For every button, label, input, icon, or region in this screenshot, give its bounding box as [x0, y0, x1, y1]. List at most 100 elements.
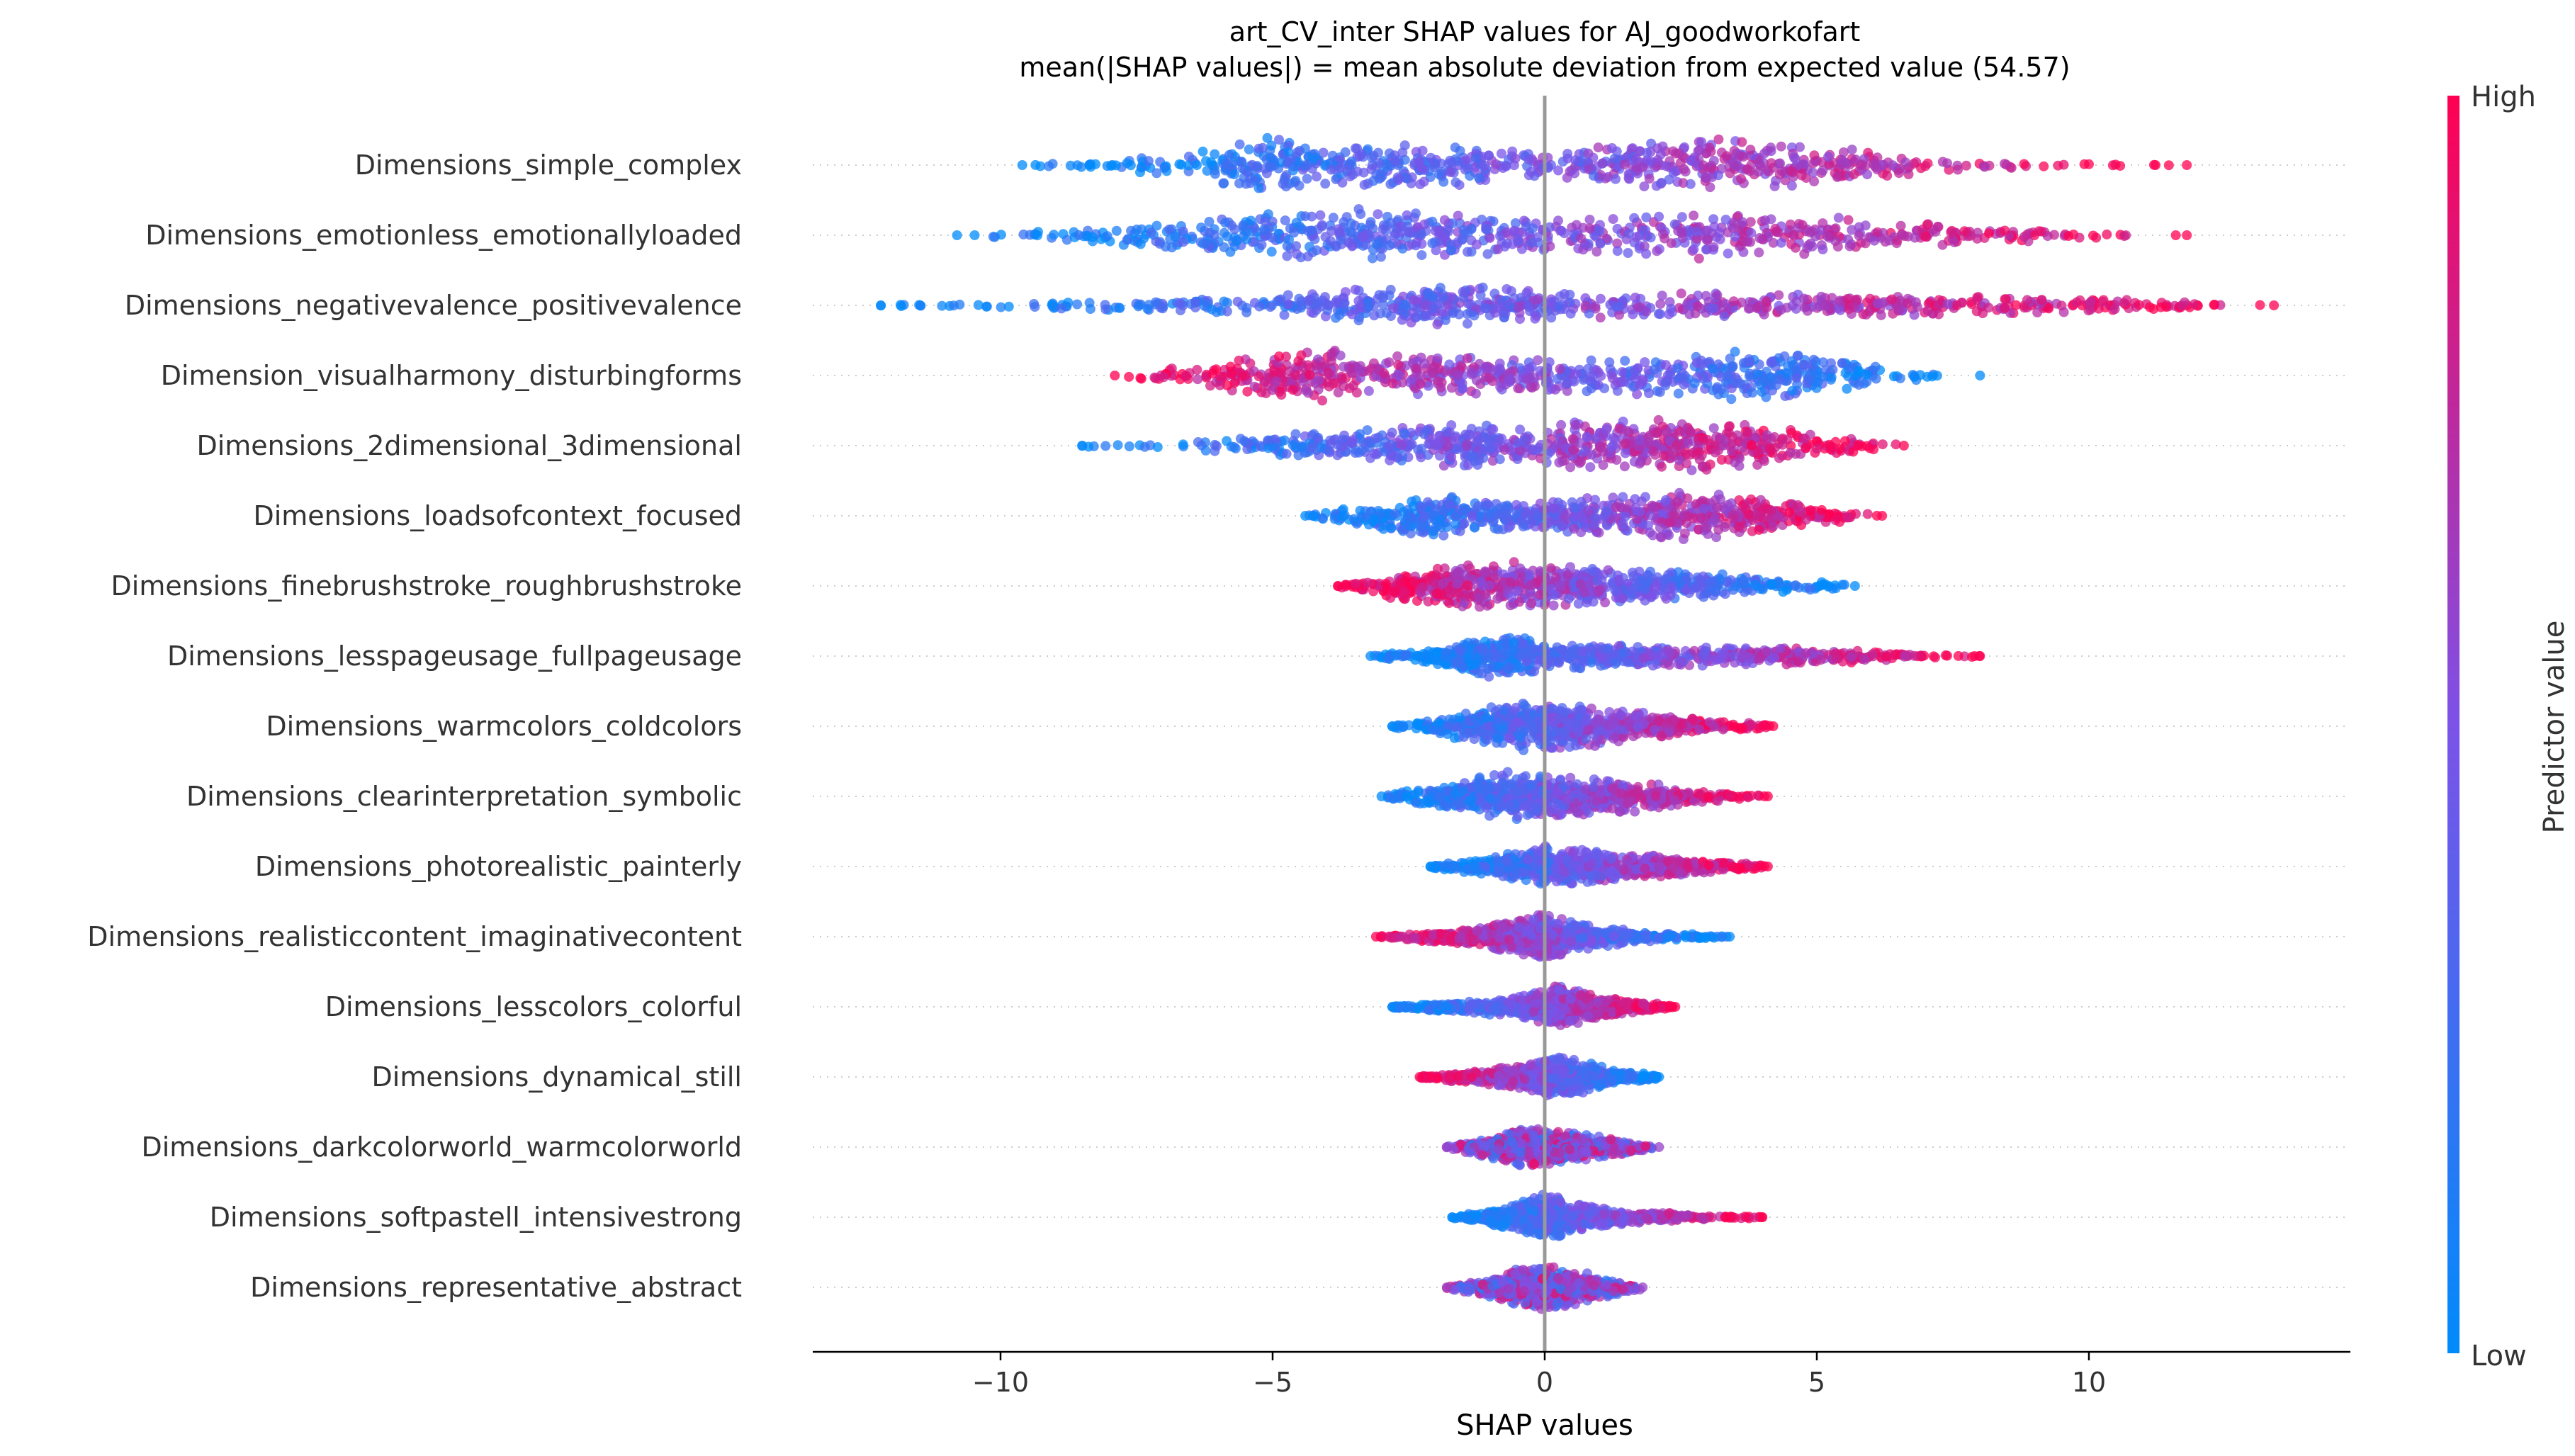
- swarm-point: [1334, 227, 1345, 237]
- swarm-point: [2134, 300, 2144, 310]
- feature-label: Dimensions_loadsofcontext_focused: [253, 500, 742, 531]
- swarm-point: [1377, 224, 1388, 235]
- swarm-point: [1796, 170, 1807, 181]
- swarm-point: [1237, 371, 1248, 381]
- swarm-point: [1808, 167, 1818, 178]
- swarm-point: [1379, 368, 1390, 378]
- swarm-point: [1455, 146, 1465, 156]
- swarm-point: [1110, 371, 1120, 380]
- swarm-point: [1661, 360, 1671, 371]
- swarm-point: [1755, 161, 1766, 171]
- swarm-point: [1376, 252, 1386, 262]
- swarm-point: [2255, 300, 2265, 310]
- swarm-point: [1589, 519, 1600, 530]
- swarm-point: [1453, 370, 1464, 380]
- swarm-point: [1348, 380, 1358, 391]
- swarm-point: [1399, 429, 1410, 439]
- swarm-point: [1679, 528, 1690, 538]
- swarm-point: [1426, 152, 1436, 163]
- swarm-point: [1193, 374, 1203, 385]
- swarm-point: [1395, 221, 1406, 232]
- swarm-point: [1902, 298, 1912, 308]
- swarm-point: [1641, 249, 1652, 259]
- swarm-point: [1526, 167, 1536, 177]
- feature-label: Dimensions_realisticcontent_imaginativec…: [87, 921, 742, 952]
- swarm-point: [1895, 373, 1905, 383]
- swarm-point: [1356, 209, 1366, 220]
- swarm-point: [1463, 247, 1473, 257]
- swarm-point: [1318, 147, 1329, 158]
- swarm-point: [1597, 158, 1608, 169]
- swarm-point: [1984, 228, 1994, 239]
- swarm-point: [1613, 301, 1623, 312]
- swarm-point: [1390, 156, 1401, 167]
- swarm-point: [1404, 227, 1414, 237]
- swarm-point: [1215, 380, 1225, 390]
- swarm-point: [1725, 168, 1735, 179]
- swarm-point: [1559, 289, 1570, 299]
- swarm-point: [1556, 581, 1567, 592]
- swarm-point: [1450, 177, 1461, 188]
- swarm-point: [1665, 589, 1676, 600]
- swarm-point: [1799, 249, 1810, 259]
- swarm-point: [1492, 594, 1503, 604]
- swarm-point: [1775, 158, 1785, 169]
- swarm-point: [1723, 303, 1733, 313]
- swarm-point: [1644, 388, 1654, 398]
- swarm-point: [1526, 580, 1536, 590]
- swarm-point: [1799, 359, 1810, 370]
- swarm-point: [2000, 225, 2010, 236]
- swarm-point: [1509, 160, 1519, 171]
- swarm-point: [1652, 154, 1663, 165]
- swarm-point: [1684, 309, 1695, 320]
- swarm-point: [2000, 159, 2010, 169]
- swarm-point: [2209, 300, 2219, 310]
- swarm-point: [1515, 563, 1526, 574]
- swarm-point: [1788, 230, 1798, 240]
- swarm-point: [2074, 232, 2085, 243]
- swarm-point: [1324, 381, 1334, 392]
- swarm-point: [1385, 455, 1395, 465]
- swarm-point: [1673, 388, 1684, 399]
- swarm-point: [1743, 509, 1754, 519]
- swarm-point: [1100, 300, 1110, 310]
- swarm-point: [1402, 174, 1413, 184]
- swarm-point: [1074, 230, 1084, 240]
- swarm-point: [1803, 373, 1814, 384]
- swarm-point: [1582, 157, 1592, 167]
- swarm-point: [1553, 165, 1564, 176]
- swarm-point: [1555, 363, 1565, 374]
- swarm-point: [1135, 167, 1145, 178]
- swarm-point: [1554, 301, 1565, 311]
- swarm-point: [1694, 253, 1704, 264]
- swarm-point: [1766, 142, 1776, 153]
- swarm-point: [1983, 303, 1994, 313]
- swarm-point: [1253, 371, 1264, 382]
- swarm-point: [1412, 237, 1422, 248]
- swarm-point: [1438, 578, 1448, 589]
- feature-rows: Dimensions_simple_complexDimensions_emot…: [87, 149, 2350, 1303]
- swarm-point: [1679, 379, 1689, 390]
- swarm-point: [1585, 462, 1596, 473]
- swarm-point: [1822, 231, 1832, 242]
- swarm-point: [1556, 419, 1567, 430]
- swarm-point: [1787, 385, 1798, 396]
- swarm-point: [1763, 167, 1774, 177]
- swarm-point: [1207, 304, 1217, 315]
- swarm-point: [1900, 157, 1911, 168]
- swarm-point: [1722, 371, 1732, 382]
- swarm-point: [1152, 442, 1163, 452]
- swarm-point: [1754, 233, 1765, 243]
- swarm-point: [1373, 209, 1383, 220]
- swarm-point: [1494, 454, 1505, 465]
- swarm-point: [1474, 173, 1484, 184]
- swarm-point: [1416, 502, 1426, 512]
- swarm-point: [1980, 162, 1990, 172]
- swarm-point: [1335, 163, 1346, 174]
- swarm-point: [1849, 581, 1860, 591]
- swarm-point: [1181, 371, 1190, 381]
- swarm-point: [1452, 578, 1463, 589]
- swarm-point: [1276, 390, 1287, 400]
- swarm-point: [1809, 176, 1820, 186]
- swarm-point: [1429, 162, 1440, 172]
